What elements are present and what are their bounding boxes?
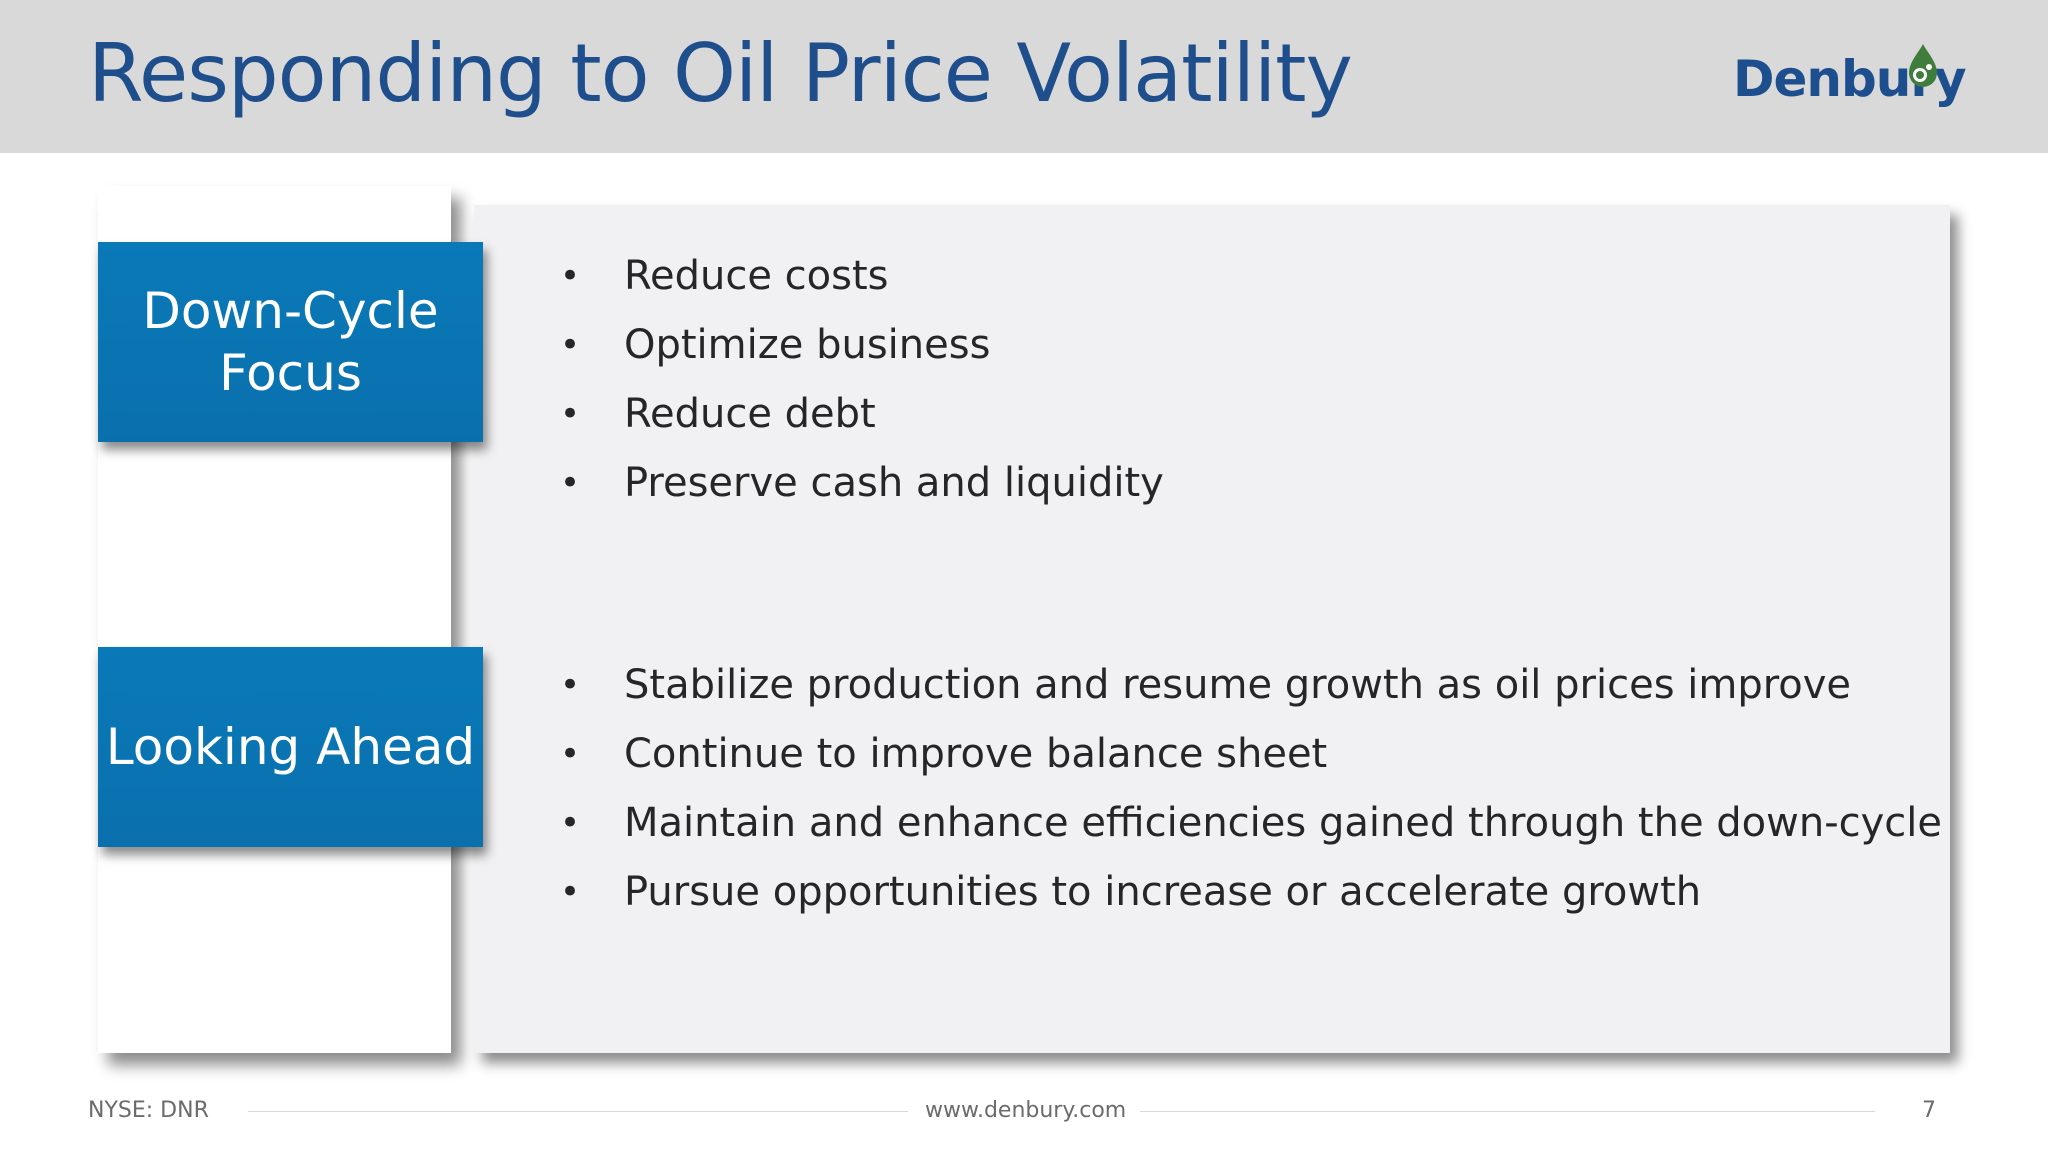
bullet-marker: • xyxy=(560,665,581,705)
footer-divider xyxy=(248,1111,908,1112)
bullet-marker: • xyxy=(560,463,581,503)
bullet-item: • Stabilize production and resume growth … xyxy=(560,651,1942,720)
page-number: 7 xyxy=(1922,1098,1936,1123)
looking-ahead-bullet-list: • Stabilize production and resume growth … xyxy=(560,651,1942,927)
bullet-marker: • xyxy=(560,394,581,434)
section-label-line: Looking Ahead xyxy=(105,717,476,776)
bullet-text: Stabilize production and resume growth a… xyxy=(624,662,1852,708)
bullet-text: Reduce debt xyxy=(624,391,876,437)
down-cycle-focus-box: Down-Cycle Focus xyxy=(98,242,483,442)
bullet-text: Optimize business xyxy=(624,322,991,368)
bullet-text: Preserve cash and liquidity xyxy=(624,460,1164,506)
website-link[interactable]: www.denbury.com xyxy=(925,1098,1127,1123)
bullet-item: • Continue to improve balance sheet xyxy=(560,720,1942,789)
bullet-marker: • xyxy=(560,803,581,843)
slide-title: Responding to Oil Price Volatility xyxy=(88,27,1353,120)
ticker-label: NYSE: DNR xyxy=(88,1098,209,1123)
looking-ahead-box: Looking Ahead xyxy=(98,647,483,847)
denbury-logo: Denbury xyxy=(1733,42,1973,122)
title-bar: Responding to Oil Price Volatility Denbu… xyxy=(0,0,2048,153)
down-cycle-bullet-list: • Reduce costs • Optimize business • Reduce… xyxy=(560,242,1164,518)
bullet-item: • Reduce debt xyxy=(560,380,1164,449)
bullet-marker: • xyxy=(560,734,581,774)
section-label-line: Focus xyxy=(219,344,362,402)
bullet-text: Reduce costs xyxy=(624,253,889,299)
content-panel xyxy=(474,205,1950,1053)
oil-drop-icon xyxy=(1903,42,1943,92)
bullet-text: Maintain and enhance efficiencies gained… xyxy=(624,800,1943,846)
bullet-item: • Preserve cash and liquidity xyxy=(560,449,1164,518)
slide-footer: NYSE: DNR www.denbury.com 7 xyxy=(0,1090,2048,1130)
section-label-line: Down-Cycle xyxy=(142,281,439,340)
bullet-item: • Maintain and enhance efficiencies gaine… xyxy=(560,789,1942,858)
bullet-marker: • xyxy=(560,872,581,912)
bullet-text: Continue to improve balance sheet xyxy=(624,731,1328,777)
bullet-marker: • xyxy=(560,256,581,296)
bullet-item: • Pursue opportunities to increase or acc… xyxy=(560,858,1942,927)
bullet-text: Pursue opportunities to increase or acce… xyxy=(624,869,1702,915)
bullet-item: • Reduce costs xyxy=(560,242,1164,311)
bullet-marker: • xyxy=(560,325,581,365)
bullet-item: • Optimize business xyxy=(560,311,1164,380)
footer-divider xyxy=(1140,1111,1875,1112)
